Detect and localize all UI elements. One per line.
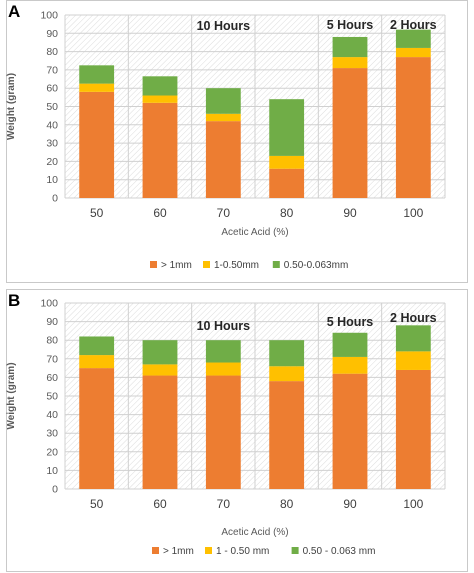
y-tick-label: 20: [46, 156, 58, 168]
bar-segment: [205, 340, 241, 363]
panel-label-a: A: [8, 2, 21, 21]
y-tick-label: 80: [46, 46, 58, 58]
bar-segment: [332, 332, 368, 357]
bar-segment: [269, 366, 305, 382]
legend-swatch: [150, 261, 157, 268]
x-tick-label: 60: [153, 497, 167, 511]
legend-entry: 0.50 - 0.063 mm: [303, 546, 376, 557]
x-tick-label: 80: [280, 497, 294, 511]
chart-a-svg: 0 10 20 30 40 50 60 70 80 90 100 50 60 70 80 90 100 10 Ho…: [6, 10, 446, 271]
legend-swatch: [205, 547, 212, 554]
x-axis-title: Acetic Acid (%): [221, 527, 288, 538]
legend-entry: > 1mm: [163, 546, 194, 557]
y-tick-label: 70: [46, 64, 58, 76]
y-tick-label: 80: [46, 335, 58, 347]
bar-segment: [395, 369, 431, 489]
x-tick-label: 50: [90, 206, 104, 220]
x-tick-label: 90: [343, 206, 357, 220]
bar-segment: [332, 356, 368, 374]
chart-panel-b: 0 10 20 30 40 50 60 70 80 90 100 50 60 70 80 90 100 10 Ho…: [0, 289, 474, 572]
bar-segment: [332, 68, 368, 198]
bar-segment: [332, 373, 368, 489]
y-tick-label: 20: [46, 446, 58, 458]
annotation-label: 2 Hours: [390, 311, 437, 325]
bar-segment: [395, 47, 431, 58]
bar-segment: [79, 65, 115, 84]
x-tick-label: 60: [153, 206, 167, 220]
x-tick-label: 100: [403, 206, 423, 220]
y-tick-label: 90: [46, 316, 58, 328]
annotation-label: 10 Hours: [197, 19, 251, 33]
bar-segment: [332, 57, 368, 69]
x-tick-label: 100: [403, 497, 423, 511]
bar-segment: [395, 351, 431, 370]
legend-entry: 1 - 0.50 mm: [216, 546, 269, 557]
bar-segment: [79, 355, 115, 369]
y-tick-label: 100: [40, 10, 58, 22]
y-tick-label: 50: [46, 101, 58, 113]
bar-segment: [142, 102, 178, 198]
y-tick-label: 0: [52, 484, 58, 496]
x-tick-label: 70: [217, 497, 231, 511]
annotation-label: 5 Hours: [327, 315, 374, 329]
bar-segment: [79, 368, 115, 489]
legend-swatch: [291, 547, 299, 554]
bar-segment: [269, 155, 305, 169]
y-tick-label: 30: [46, 138, 58, 150]
y-axis-title: Weight (gram): [6, 362, 17, 429]
bar-segment: [142, 375, 178, 489]
chart-b-svg: 0 10 20 30 40 50 60 70 80 90 100 50 60 70 80 90 100 10 Ho…: [6, 298, 446, 557]
legend-entry: 0.50-0.063mm: [284, 260, 348, 271]
y-tick-label: 30: [46, 428, 58, 440]
bar-segment: [205, 88, 241, 114]
bar-segment: [395, 57, 431, 199]
bar-segment: [205, 362, 241, 376]
y-axis-title: Weight (gram): [6, 73, 17, 140]
x-tick-label: 70: [217, 206, 231, 220]
y-tick-label: 40: [46, 119, 58, 131]
bar-segment: [269, 381, 305, 489]
y-tick-label: 60: [46, 372, 58, 384]
bar-segment: [332, 36, 368, 58]
y-tick-label: 100: [40, 298, 58, 310]
bar-segment: [205, 375, 241, 489]
bar-segment: [142, 364, 178, 376]
y-tick-label: 0: [52, 193, 58, 205]
y-tick-label: 10: [46, 465, 58, 477]
x-tick-label: 80: [280, 206, 294, 220]
annotation-label: 10 Hours: [197, 319, 251, 333]
bar-segment: [142, 76, 178, 96]
bar-segment: [79, 83, 115, 92]
bar-segment: [269, 168, 305, 198]
bar-segment: [205, 121, 241, 198]
bar-segment: [395, 325, 431, 352]
bar-segment: [142, 95, 178, 103]
x-tick-label: 50: [90, 497, 104, 511]
bar-segment: [79, 336, 115, 356]
y-tick-label: 70: [46, 353, 58, 365]
x-axis-title: Acetic Acid (%): [221, 227, 288, 238]
y-tick-label: 60: [46, 83, 58, 95]
legend-entry: > 1mm: [161, 260, 192, 271]
bar-segment: [79, 91, 115, 198]
chart-panel-a: 0 10 20 30 40 50 60 70 80 90 100 50 60 70 80 90 100 10 Ho…: [0, 0, 474, 283]
annotation-label: 2 Hours: [390, 18, 437, 32]
panel-label-b: B: [8, 291, 21, 310]
bar-segment: [142, 340, 178, 365]
annotation-label: 5 Hours: [327, 18, 374, 32]
legend-swatch: [203, 261, 210, 268]
bar-segment: [395, 29, 431, 48]
y-tick-label: 40: [46, 409, 58, 421]
y-tick-label: 50: [46, 391, 58, 403]
x-tick-label: 90: [343, 497, 357, 511]
legend-entry: 1-0.50mm: [214, 260, 259, 271]
bar-segment: [205, 113, 241, 122]
bar-segment: [269, 99, 305, 156]
legend-swatch: [152, 547, 159, 554]
y-tick-label: 10: [46, 174, 58, 186]
bar-segment: [269, 340, 305, 367]
y-tick-label: 90: [46, 28, 58, 40]
legend-swatch: [272, 261, 280, 268]
